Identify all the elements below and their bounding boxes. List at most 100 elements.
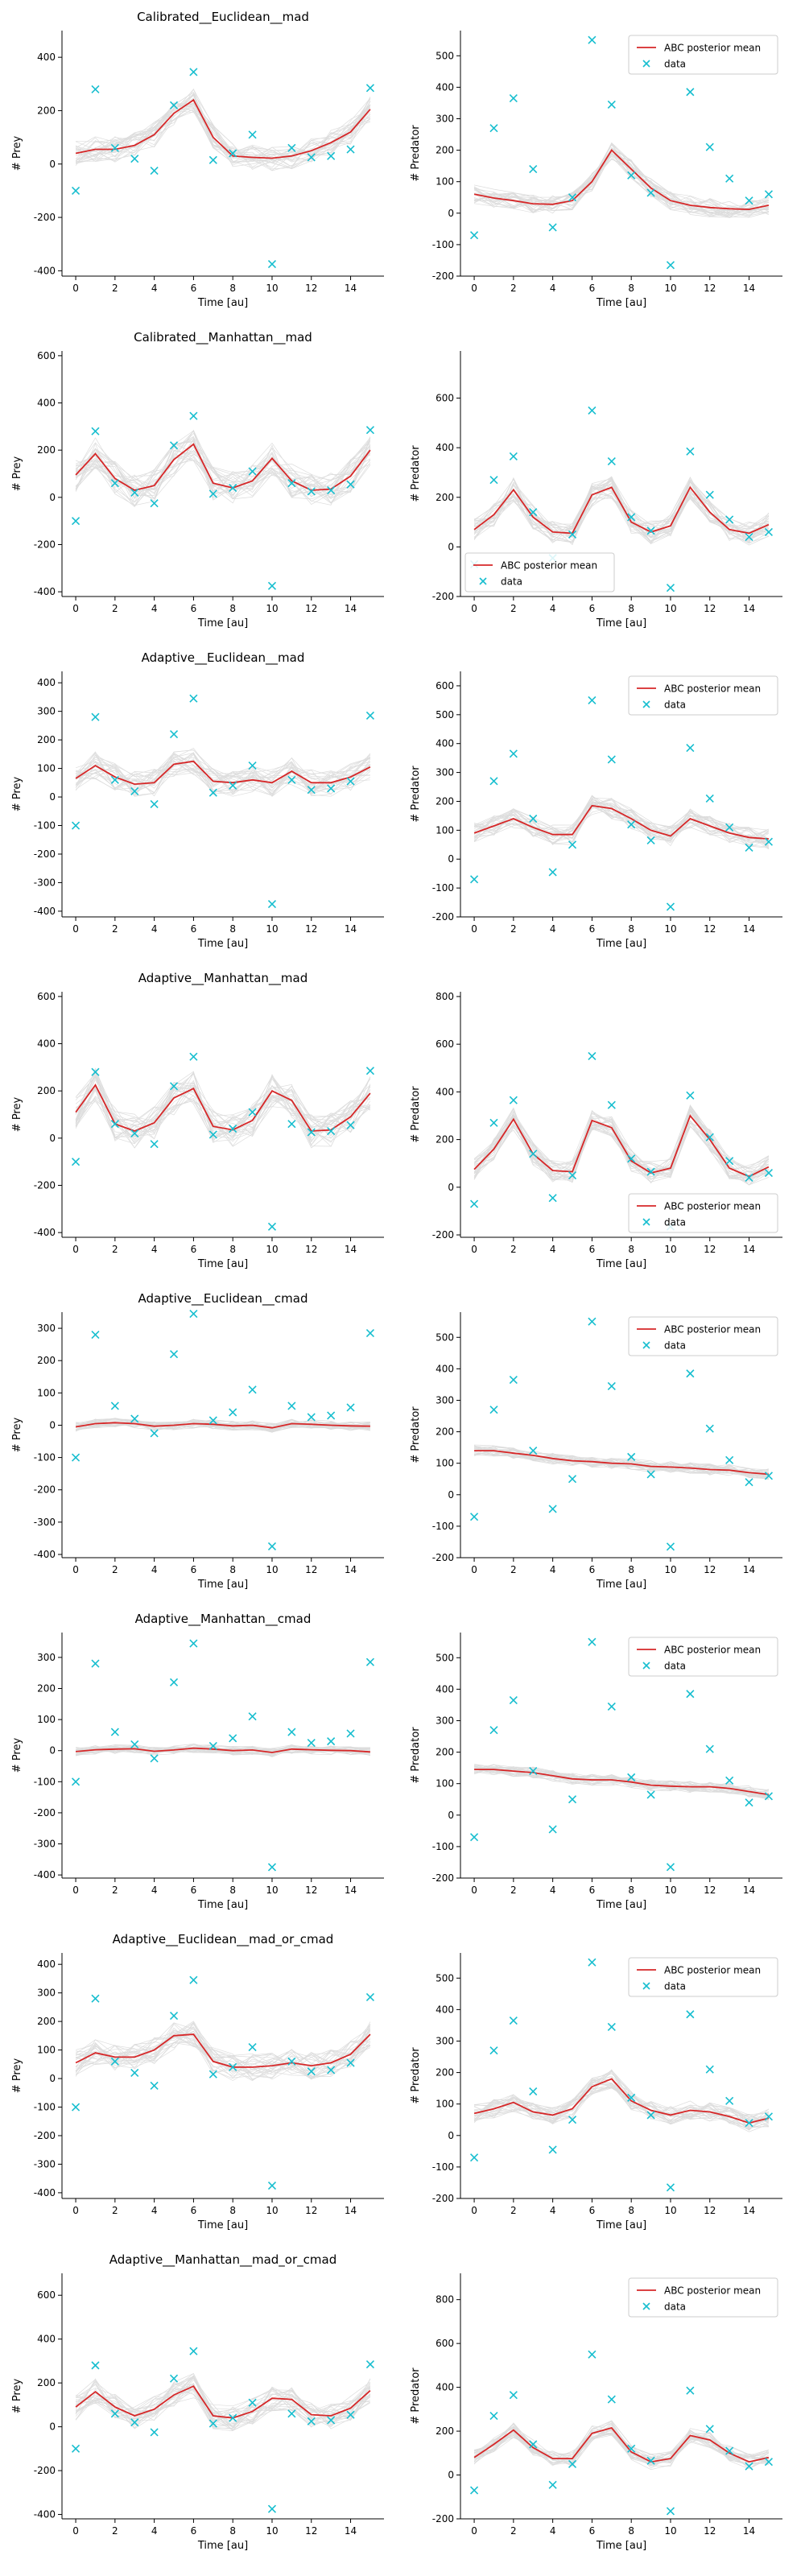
sample-trajectory [473, 1109, 770, 1186]
y-tick-label: 100 [436, 1458, 454, 1469]
y-tick-label: 400 [37, 1959, 56, 1970]
sample-trajectory [474, 802, 769, 843]
x-tick-label: 12 [305, 2525, 317, 2537]
y-tick-label: -400 [34, 1227, 56, 1238]
x-tick-label: 10 [266, 1564, 278, 1575]
sample-trajectory [75, 757, 371, 790]
x-tick-label: 14 [743, 1564, 755, 1575]
sample-trajectory [75, 2376, 371, 2428]
y-tick-label: 100 [436, 824, 454, 836]
x-tick-label: 2 [510, 603, 517, 614]
sample-trajectory [473, 1445, 770, 1477]
sample-trajectory [474, 1770, 769, 1794]
sample-trajectories [75, 1067, 371, 1149]
x-tick-label: 12 [704, 1564, 716, 1575]
chart-panel-13: Adaptive__Euclidean__mad_or_cmad 0 2 4 6 8 10 1… [11, 1932, 384, 2231]
sample-trajectories [473, 476, 770, 546]
y-tick-label: -300 [34, 1517, 56, 1528]
chart-title: Adaptive__Manhattan__mad_or_cmad [109, 2252, 336, 2268]
data-point [509, 2017, 518, 2025]
y-tick-label: -400 [34, 1549, 56, 1560]
y-axis-label: # Predator [410, 766, 422, 823]
data-point [666, 261, 675, 270]
data-point [327, 485, 336, 495]
sample-trajectory [76, 97, 371, 170]
sample-trajectory [75, 756, 371, 791]
data-point [208, 489, 217, 498]
data-point [588, 1051, 597, 1061]
sample-trajectory [75, 2376, 371, 2428]
y-tick-label: 200 [37, 105, 56, 116]
sample-trajectory [75, 754, 371, 782]
posterior-mean-line [76, 1747, 370, 1753]
legend-data-swatch [642, 60, 650, 68]
y-tick-label: -100 [34, 2102, 56, 2113]
legend-data-swatch [642, 700, 650, 708]
data-point [705, 1744, 714, 1753]
chart-panel-7: Adaptive__Manhattan__mad 0 2 4 6 8 10 12 14 -400 -… [11, 971, 384, 1270]
sample-trajectory [75, 1085, 371, 1138]
x-tick-label: 2 [112, 1244, 118, 1255]
y-tick-label: -400 [34, 265, 56, 276]
x-axis-label: Time [au] [596, 297, 646, 309]
data-point [189, 1975, 198, 1984]
sample-trajectory [75, 1074, 371, 1147]
x-tick-label: 4 [550, 2205, 556, 2216]
sample-trajectory [473, 2087, 769, 2129]
sample-trajectory [75, 1076, 371, 1149]
legend-mean-label: ABC posterior mean [664, 1201, 761, 1212]
legend-data-label: data [664, 700, 686, 711]
y-tick-label: 300 [436, 113, 454, 124]
sample-trajectory [474, 2422, 769, 2467]
data-point [489, 1726, 498, 1735]
data-point [470, 2486, 479, 2495]
y-tick-label: 200 [436, 1426, 454, 1438]
legend-box [628, 35, 778, 75]
data-point [346, 1729, 355, 1738]
sample-trajectory [75, 102, 370, 169]
x-tick-label: 2 [510, 2525, 517, 2537]
y-tick-label: 0 [49, 2421, 56, 2433]
y-tick-label: -100 [34, 820, 56, 832]
data-point [646, 1790, 655, 1799]
x-tick-label: 8 [229, 1244, 236, 1255]
y-tick-label: 300 [436, 767, 454, 778]
data-point [646, 188, 655, 197]
sample-trajectory [75, 2377, 371, 2423]
data-point [130, 786, 139, 796]
sample-trajectory [75, 2042, 371, 2075]
sample-trajectory [75, 2376, 370, 2428]
chart-panel-1: Calibrated__Euclidean__mad 0 2 4 6 8 10 12 14 -40… [11, 10, 384, 309]
x-tick-label: 12 [305, 603, 317, 614]
y-tick-label: 600 [436, 2338, 454, 2349]
data-point [208, 155, 217, 164]
y-axis-label: # Prey [11, 777, 23, 812]
sample-trajectory [75, 2375, 371, 2431]
sample-trajectories [473, 795, 770, 850]
x-tick-label: 6 [191, 923, 197, 935]
y-tick-label: 300 [436, 2035, 454, 2046]
sample-trajectory [75, 102, 371, 167]
posterior-mean-line [473, 149, 770, 211]
x-tick-label: 12 [704, 1885, 716, 1896]
y-tick-label: 200 [37, 734, 56, 745]
sample-trajectory [75, 2021, 371, 2074]
data-point [248, 2398, 257, 2407]
data-point [548, 1825, 557, 1834]
data-point [646, 836, 655, 844]
x-axis-label: Time [au] [596, 1899, 646, 1911]
data-point [548, 868, 557, 877]
y-tick-label: -200 [34, 848, 56, 860]
x-tick-label: 4 [550, 1564, 556, 1575]
y-tick-label: 200 [436, 1747, 454, 1758]
x-tick-label: 6 [191, 1885, 197, 1896]
y-tick-label: 200 [37, 2016, 56, 2027]
data-point [666, 902, 675, 911]
y-tick-label: -400 [34, 2509, 56, 2520]
sample-trajectory [474, 1448, 769, 1474]
y-tick-label: -300 [34, 2158, 56, 2169]
sample-trajectory [75, 2379, 371, 2424]
data-point [725, 1455, 734, 1464]
x-tick-label: 2 [510, 1885, 517, 1896]
